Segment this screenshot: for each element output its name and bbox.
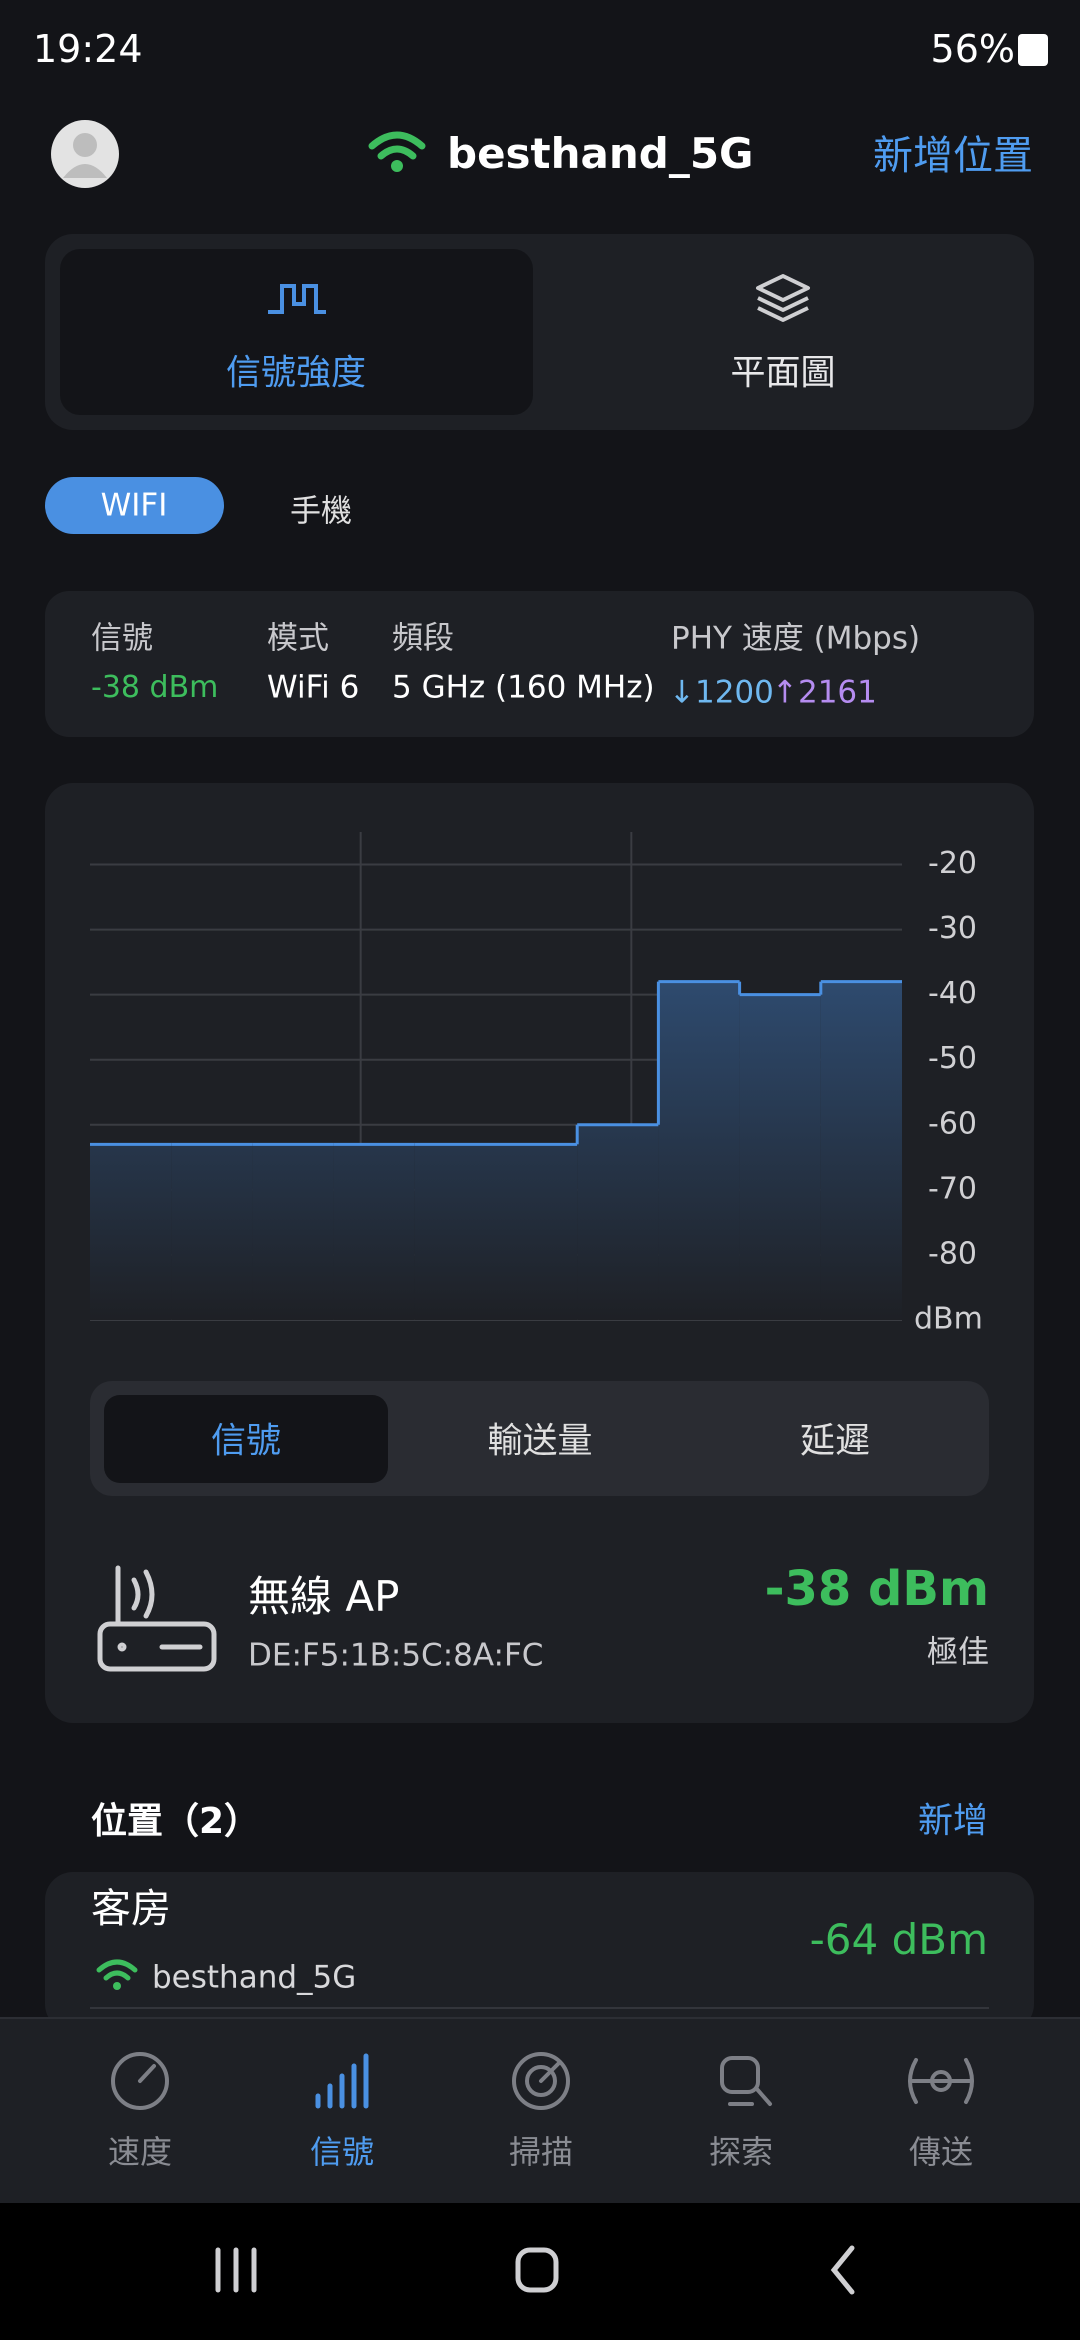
signal-area	[171, 1144, 253, 1320]
info-label: 模式	[267, 620, 329, 657]
y-tick-label: -80	[928, 1236, 977, 1271]
metric-tab[interactable]: 延遲	[799, 1421, 871, 1462]
signal-tab-icon	[268, 284, 326, 314]
signal-area	[820, 981, 902, 1320]
view-tab[interactable]: 平面圖	[730, 353, 836, 394]
info-band: 5 GHz (160 MHz)	[392, 669, 655, 706]
ap-mac: DE:F5:1B:5C:8A:FC	[248, 1637, 544, 1674]
location-name: 客房	[91, 1886, 171, 1932]
nav-label[interactable]: 信號	[309, 2133, 375, 2171]
nav-label[interactable]: 傳送	[908, 2133, 974, 2171]
view-tab[interactable]: 信號強度	[225, 353, 367, 394]
signal-area	[496, 1144, 578, 1320]
info-card	[45, 591, 1034, 737]
signal-area	[414, 1144, 496, 1320]
nav-label[interactable]: 掃描	[508, 2133, 574, 2171]
battery: 56%	[930, 27, 1015, 71]
y-tick-label: -40	[928, 976, 977, 1011]
bottom-nav	[0, 2017, 1080, 2205]
signal-area	[333, 1144, 415, 1320]
mode-tab[interactable]: 手機	[290, 493, 352, 530]
selected-metric-tab[interactable]	[104, 1395, 388, 1483]
locations-title: 位置（2）	[91, 1801, 261, 1842]
router-icon	[97, 1565, 217, 1672]
wifi-pill[interactable]	[45, 477, 224, 534]
add-location-button[interactable]: 新增	[917, 1801, 988, 1842]
wifi-icon	[368, 131, 426, 160]
time: 19:24	[33, 27, 143, 71]
y-tick-label: -60	[928, 1106, 977, 1141]
network-name: besthand_5G	[447, 129, 754, 178]
floorplan-tab-icon	[756, 274, 810, 322]
nav-label[interactable]: 速度	[107, 2133, 173, 2171]
selected-view-tab[interactable]	[60, 249, 533, 415]
location-signal: -64 dBm	[809, 1915, 988, 1964]
info-mode: WiFi 6	[267, 669, 360, 706]
avatar-head	[73, 133, 97, 157]
wifi-dot	[391, 160, 403, 172]
nav-signal-icon	[315, 2053, 369, 2109]
location-wifi-icon	[96, 1959, 138, 1981]
location-wifi-dot	[113, 1982, 121, 1990]
info-label: 頻段	[392, 620, 454, 657]
y-tick-label: -50	[928, 1041, 977, 1076]
nav-label[interactable]: 探索	[708, 2133, 774, 2171]
battery-icon	[1018, 34, 1048, 66]
metric-tab[interactable]: 輸送量	[487, 1421, 593, 1462]
info-down: ↓1200	[669, 674, 774, 711]
location-network: besthand_5G	[152, 1959, 357, 1996]
signal-chart: -20 -30 -40 -50 -60 -70 -80 dBm	[90, 832, 983, 1337]
mode-tab[interactable]: WIFI	[100, 487, 168, 524]
signal-area	[658, 981, 740, 1320]
y-unit: dBm	[914, 1302, 983, 1337]
y-tick-label: -70	[928, 1171, 977, 1206]
info-label: 信號	[91, 620, 153, 657]
nav-icons	[111, 2052, 974, 2110]
ap-signal: -38 dBm	[764, 1561, 989, 1617]
info-signal: -38 dBm	[91, 670, 219, 705]
system-nav	[0, 2203, 1080, 2340]
system-buttons[interactable]	[215, 2245, 855, 2295]
info-up: ↑2161	[772, 674, 877, 711]
location-card[interactable]	[45, 1872, 1034, 2032]
add-location[interactable]: 新增位置	[873, 133, 1033, 179]
y-tick-label: -30	[928, 911, 977, 946]
signal-area	[577, 1124, 659, 1320]
ap-name: 無線 AP	[248, 1572, 400, 1621]
y-tick-label: -20	[928, 846, 977, 881]
avatar-body	[63, 164, 107, 178]
metric-tab[interactable]: 信號	[210, 1421, 282, 1462]
info-label: PHY 速度 (Mbps)	[671, 620, 921, 657]
signal-area	[90, 1144, 172, 1320]
signal-area	[252, 1144, 334, 1320]
signal-area	[739, 994, 821, 1320]
ap-quality: 極佳	[927, 1634, 989, 1671]
